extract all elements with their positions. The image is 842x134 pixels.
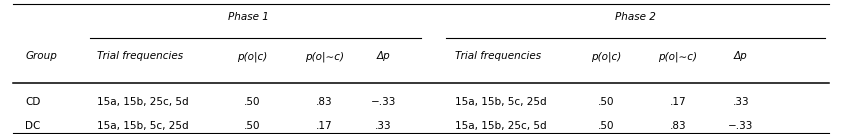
Text: p(o|c): p(o|c)	[591, 51, 621, 62]
Text: .50: .50	[598, 97, 615, 107]
Text: .83: .83	[316, 97, 333, 107]
Text: .83: .83	[669, 121, 686, 131]
Text: Group: Group	[25, 51, 57, 61]
Text: −.33: −.33	[370, 97, 396, 107]
Text: .33: .33	[733, 97, 749, 107]
Text: Δp: Δp	[376, 51, 390, 61]
Text: 15a, 15b, 25c, 5d: 15a, 15b, 25c, 5d	[97, 97, 189, 107]
Text: CD: CD	[25, 97, 40, 107]
Text: 15a, 15b, 25c, 5d: 15a, 15b, 25c, 5d	[455, 121, 546, 131]
Text: .50: .50	[244, 97, 261, 107]
Text: p(o|c): p(o|c)	[237, 51, 268, 62]
Text: DC: DC	[25, 121, 40, 131]
Text: .17: .17	[669, 97, 686, 107]
Text: .50: .50	[244, 121, 261, 131]
Text: Trial frequencies: Trial frequencies	[455, 51, 541, 61]
Text: .50: .50	[598, 121, 615, 131]
Text: 15a, 15b, 5c, 25d: 15a, 15b, 5c, 25d	[97, 121, 189, 131]
Text: Δp: Δp	[734, 51, 748, 61]
Text: Phase 2: Phase 2	[616, 12, 656, 22]
Text: Phase 1: Phase 1	[228, 12, 269, 22]
Text: 15a, 15b, 5c, 25d: 15a, 15b, 5c, 25d	[455, 97, 546, 107]
Text: p(o|∼c): p(o|∼c)	[658, 51, 697, 62]
Text: .33: .33	[375, 121, 392, 131]
Text: Trial frequencies: Trial frequencies	[97, 51, 183, 61]
Text: −.33: −.33	[728, 121, 754, 131]
Text: .17: .17	[316, 121, 333, 131]
Text: p(o|∼c): p(o|∼c)	[305, 51, 344, 62]
